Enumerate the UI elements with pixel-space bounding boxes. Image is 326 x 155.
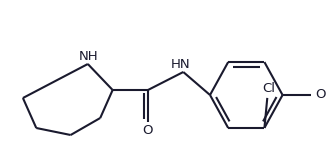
Text: HN: HN: [170, 58, 190, 71]
Text: Cl: Cl: [263, 82, 276, 95]
Text: NH: NH: [79, 51, 98, 64]
Text: O: O: [143, 124, 153, 137]
Text: O: O: [316, 89, 326, 102]
